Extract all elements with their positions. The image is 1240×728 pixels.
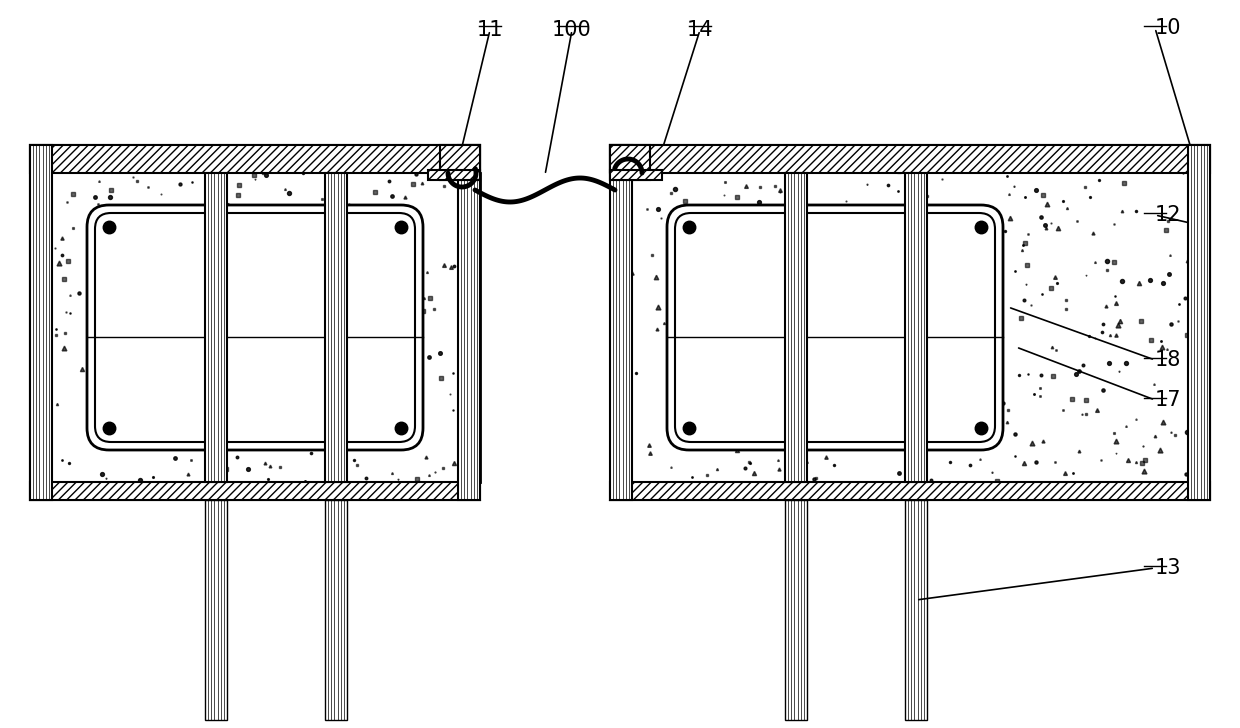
Bar xyxy=(905,500,928,720)
Bar xyxy=(205,500,227,720)
Bar xyxy=(610,145,650,180)
Text: 14: 14 xyxy=(687,20,713,40)
Bar xyxy=(30,145,52,500)
Bar xyxy=(30,145,480,173)
Bar xyxy=(325,500,347,720)
Bar xyxy=(325,173,347,482)
Bar xyxy=(610,170,662,180)
Text: 13: 13 xyxy=(1154,558,1182,578)
Text: 11: 11 xyxy=(476,20,503,40)
Bar xyxy=(30,482,480,500)
FancyBboxPatch shape xyxy=(667,205,1003,450)
Bar xyxy=(428,170,480,180)
Bar xyxy=(440,145,480,180)
Bar xyxy=(785,173,807,482)
Bar xyxy=(610,145,1210,173)
Text: 10: 10 xyxy=(1154,18,1182,38)
Bar xyxy=(610,145,632,500)
Bar xyxy=(205,173,227,482)
Bar xyxy=(480,173,610,500)
Bar xyxy=(610,482,1210,500)
FancyBboxPatch shape xyxy=(87,205,423,450)
Bar xyxy=(785,500,807,720)
Bar xyxy=(458,145,480,500)
Text: 100: 100 xyxy=(552,20,591,40)
Text: 18: 18 xyxy=(1154,350,1182,370)
Bar xyxy=(1188,145,1210,500)
Bar xyxy=(905,173,928,482)
Bar xyxy=(610,145,1210,500)
Bar xyxy=(30,145,480,500)
Text: 17: 17 xyxy=(1154,390,1182,410)
Text: 12: 12 xyxy=(1154,205,1182,225)
